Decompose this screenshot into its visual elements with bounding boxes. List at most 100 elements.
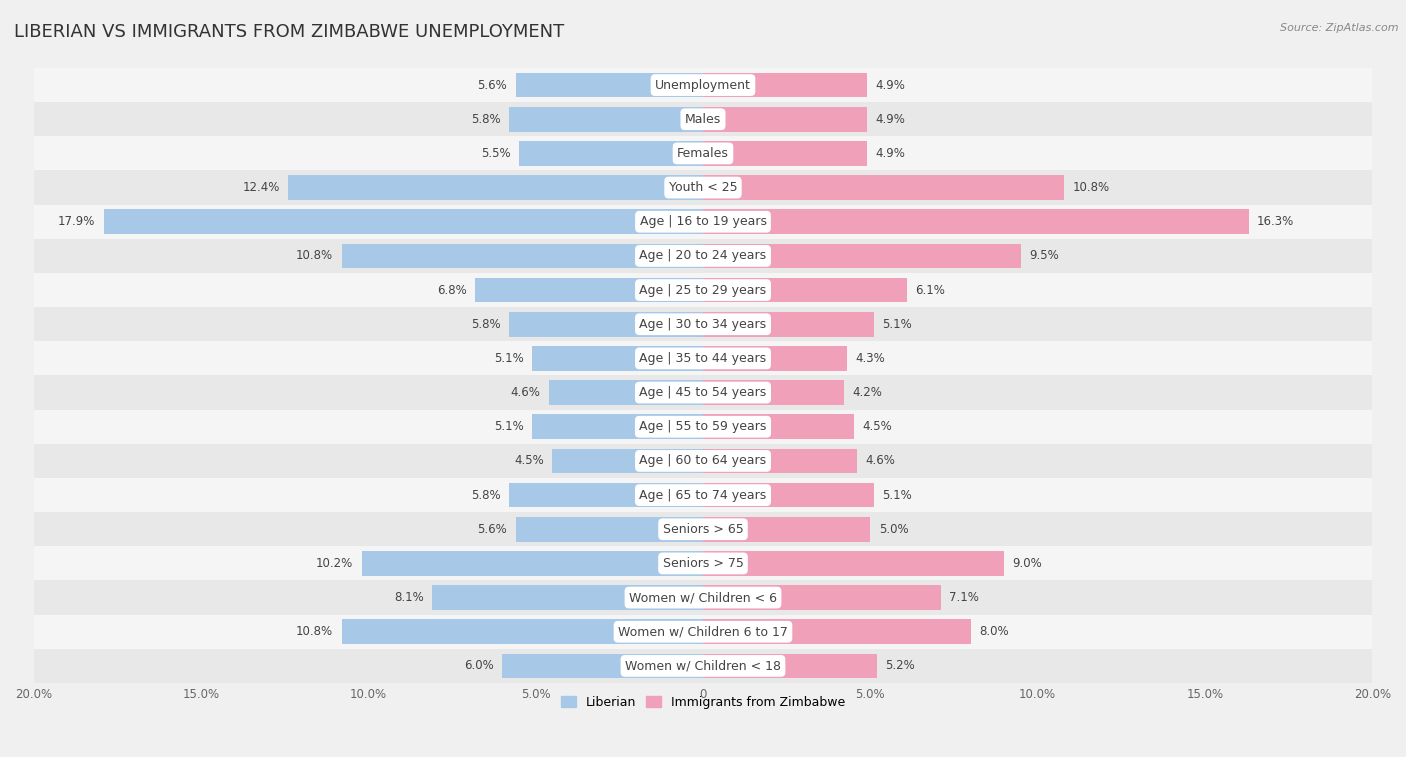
Bar: [533, 414, 703, 439]
Bar: [703, 380, 844, 405]
Bar: [703, 346, 846, 371]
Bar: [703, 517, 870, 541]
Bar: [34, 547, 1372, 581]
Bar: [509, 312, 703, 337]
Bar: [34, 649, 1372, 683]
Bar: [703, 141, 868, 166]
Bar: [34, 478, 1372, 512]
Text: 12.4%: 12.4%: [242, 181, 280, 194]
Text: 5.1%: 5.1%: [494, 352, 524, 365]
Text: 9.5%: 9.5%: [1029, 249, 1059, 263]
Text: Source: ZipAtlas.com: Source: ZipAtlas.com: [1281, 23, 1399, 33]
Text: Age | 25 to 29 years: Age | 25 to 29 years: [640, 284, 766, 297]
Bar: [548, 380, 703, 405]
Bar: [502, 653, 703, 678]
Bar: [34, 615, 1372, 649]
Bar: [475, 278, 703, 302]
Bar: [703, 653, 877, 678]
Text: 5.8%: 5.8%: [471, 113, 501, 126]
Text: LIBERIAN VS IMMIGRANTS FROM ZIMBABWE UNEMPLOYMENT: LIBERIAN VS IMMIGRANTS FROM ZIMBABWE UNE…: [14, 23, 564, 41]
Bar: [553, 449, 703, 473]
Text: Males: Males: [685, 113, 721, 126]
Text: Age | 60 to 64 years: Age | 60 to 64 years: [640, 454, 766, 467]
Text: 5.8%: 5.8%: [471, 318, 501, 331]
Text: 16.3%: 16.3%: [1257, 215, 1294, 229]
Text: Seniors > 65: Seniors > 65: [662, 523, 744, 536]
Text: Age | 20 to 24 years: Age | 20 to 24 years: [640, 249, 766, 263]
Text: 7.1%: 7.1%: [949, 591, 979, 604]
Bar: [34, 307, 1372, 341]
Text: 8.1%: 8.1%: [394, 591, 423, 604]
Text: 10.8%: 10.8%: [297, 249, 333, 263]
Text: 5.2%: 5.2%: [886, 659, 915, 672]
Text: 6.0%: 6.0%: [464, 659, 494, 672]
Text: 10.8%: 10.8%: [1073, 181, 1109, 194]
Text: 5.5%: 5.5%: [481, 147, 510, 160]
Bar: [703, 244, 1021, 268]
Bar: [703, 414, 853, 439]
Bar: [342, 244, 703, 268]
Bar: [361, 551, 703, 576]
Text: Age | 65 to 74 years: Age | 65 to 74 years: [640, 488, 766, 502]
Text: 6.8%: 6.8%: [437, 284, 467, 297]
Text: Age | 16 to 19 years: Age | 16 to 19 years: [640, 215, 766, 229]
Text: 4.2%: 4.2%: [852, 386, 882, 399]
Text: Women w/ Children < 6: Women w/ Children < 6: [628, 591, 778, 604]
Text: 4.6%: 4.6%: [510, 386, 541, 399]
Text: 8.0%: 8.0%: [979, 625, 1008, 638]
Bar: [509, 483, 703, 507]
Text: Seniors > 75: Seniors > 75: [662, 557, 744, 570]
Text: 5.1%: 5.1%: [882, 318, 912, 331]
Text: 4.9%: 4.9%: [876, 147, 905, 160]
Text: Women w/ Children < 18: Women w/ Children < 18: [626, 659, 780, 672]
Bar: [34, 136, 1372, 170]
Bar: [34, 375, 1372, 410]
Text: 10.8%: 10.8%: [297, 625, 333, 638]
Text: Females: Females: [678, 147, 728, 160]
Bar: [703, 483, 873, 507]
Text: 10.2%: 10.2%: [316, 557, 353, 570]
Text: 6.1%: 6.1%: [915, 284, 945, 297]
Text: Age | 55 to 59 years: Age | 55 to 59 years: [640, 420, 766, 433]
Bar: [703, 449, 858, 473]
Text: 5.1%: 5.1%: [882, 488, 912, 502]
Text: 4.5%: 4.5%: [515, 454, 544, 467]
Text: 5.0%: 5.0%: [879, 523, 908, 536]
Text: 5.1%: 5.1%: [494, 420, 524, 433]
Legend: Liberian, Immigrants from Zimbabwe: Liberian, Immigrants from Zimbabwe: [555, 690, 851, 714]
Bar: [34, 238, 1372, 273]
Bar: [533, 346, 703, 371]
Text: 4.5%: 4.5%: [862, 420, 891, 433]
Bar: [703, 551, 1004, 576]
Bar: [432, 585, 703, 610]
Bar: [703, 176, 1064, 200]
Bar: [703, 619, 970, 644]
Bar: [703, 73, 868, 98]
Bar: [509, 107, 703, 132]
Bar: [288, 176, 703, 200]
Bar: [703, 585, 941, 610]
Text: Unemployment: Unemployment: [655, 79, 751, 92]
Bar: [342, 619, 703, 644]
Bar: [703, 312, 873, 337]
Text: 5.6%: 5.6%: [478, 79, 508, 92]
Bar: [104, 210, 703, 234]
Text: Age | 45 to 54 years: Age | 45 to 54 years: [640, 386, 766, 399]
Bar: [34, 581, 1372, 615]
Text: 4.3%: 4.3%: [855, 352, 884, 365]
Text: 5.8%: 5.8%: [471, 488, 501, 502]
Bar: [34, 170, 1372, 204]
Text: 4.9%: 4.9%: [876, 79, 905, 92]
Bar: [34, 204, 1372, 238]
Text: Age | 35 to 44 years: Age | 35 to 44 years: [640, 352, 766, 365]
Text: 17.9%: 17.9%: [58, 215, 96, 229]
Bar: [34, 410, 1372, 444]
Text: 4.6%: 4.6%: [865, 454, 896, 467]
Bar: [519, 141, 703, 166]
Bar: [34, 512, 1372, 547]
Bar: [34, 341, 1372, 375]
Bar: [516, 517, 703, 541]
Bar: [34, 102, 1372, 136]
Bar: [34, 444, 1372, 478]
Text: Women w/ Children 6 to 17: Women w/ Children 6 to 17: [619, 625, 787, 638]
